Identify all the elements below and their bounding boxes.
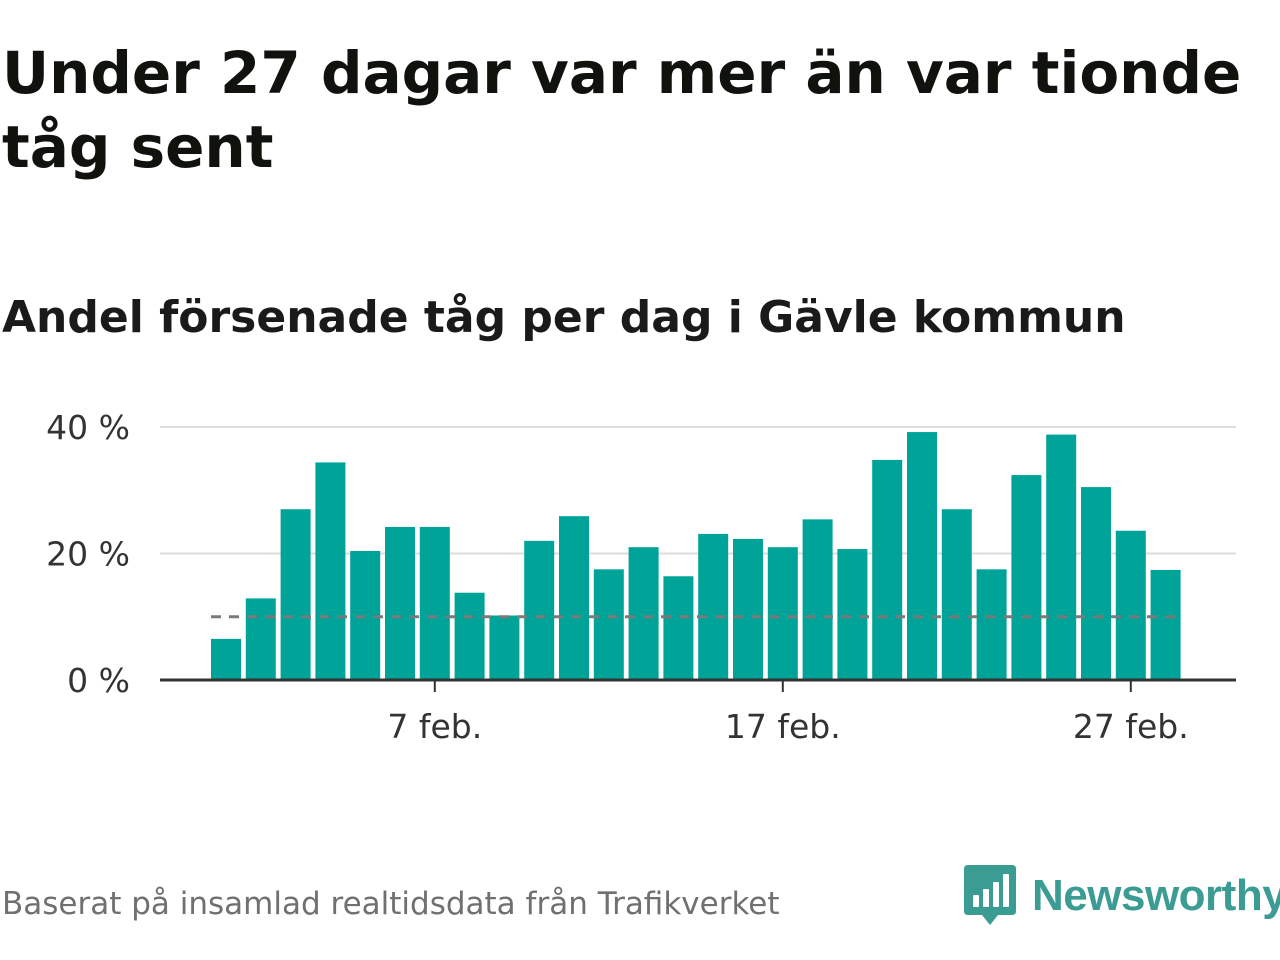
bar	[454, 592, 485, 680]
bar	[907, 432, 937, 680]
bar	[385, 526, 415, 680]
bar	[941, 509, 972, 680]
chart-subtitle: Andel försenade tåg per dag i Gävle komm…	[2, 292, 1126, 343]
bar	[976, 569, 1007, 680]
bar	[802, 519, 833, 680]
y-tick-label: 40 %	[46, 408, 130, 447]
bar	[628, 547, 659, 680]
chart-title: Under 27 dagar var mer än var tionde tåg…	[2, 39, 1242, 181]
bar	[767, 547, 798, 680]
bar	[489, 615, 520, 680]
bar	[315, 462, 346, 680]
y-tick-label: 20 %	[46, 535, 130, 574]
x-tick-label: 7 feb.	[387, 707, 482, 746]
bar-chart: 0 % 20 % 40 % 7 feb. 17 feb. 27 feb.	[46, 408, 1236, 746]
bar	[1046, 434, 1077, 680]
bar	[1081, 487, 1111, 680]
y-tick-labels: 0 % 20 % 40 %	[46, 408, 130, 700]
bar	[1011, 475, 1042, 680]
bar	[872, 459, 903, 680]
y-tick-label: 0 %	[67, 661, 130, 700]
bar	[733, 538, 763, 680]
x-tick-labels: 7 feb. 17 feb. 27 feb.	[387, 707, 1188, 746]
bar-chart-speech-bubble-icon	[964, 865, 1016, 925]
bar	[280, 509, 311, 680]
bar-series	[211, 432, 1181, 680]
x-tick-label: 27 feb.	[1073, 707, 1189, 746]
bar	[211, 638, 241, 680]
bar	[698, 533, 729, 680]
bar	[419, 526, 450, 680]
bar	[559, 516, 589, 680]
brand-logo: Newsworthy	[964, 864, 1280, 928]
bar	[593, 569, 624, 680]
axes	[160, 678, 1236, 692]
bar	[524, 540, 555, 680]
x-tick-label: 17 feb.	[725, 707, 841, 746]
source-note: Baserat på insamlad realtidsdata från Tr…	[2, 886, 780, 922]
brand-name: Newsworthy	[1032, 871, 1280, 920]
bar	[1115, 530, 1146, 680]
bar	[837, 549, 868, 680]
bar	[663, 576, 694, 680]
bar	[1150, 569, 1181, 680]
bar	[245, 598, 276, 680]
